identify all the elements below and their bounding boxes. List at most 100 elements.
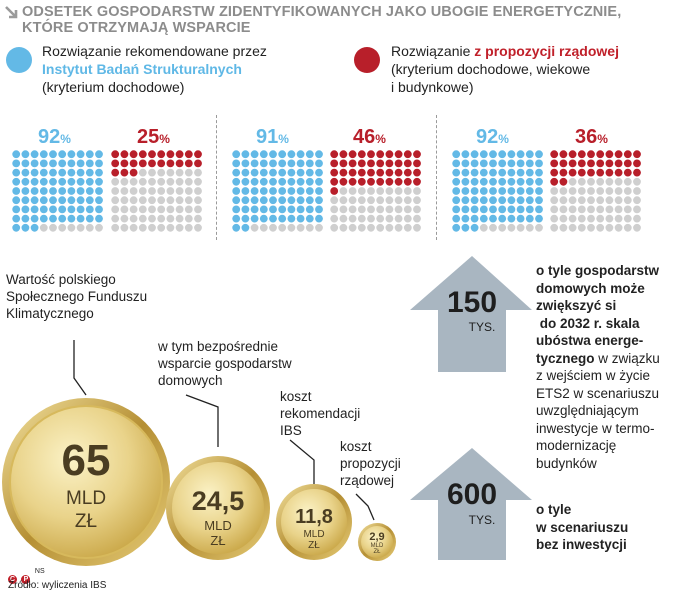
coin-unit-11-8-zl: ZŁ (308, 540, 320, 551)
waffle-dot (232, 177, 241, 186)
waffle-dot (49, 168, 57, 177)
waffle-dot (259, 159, 268, 168)
waffle-dot (148, 159, 156, 168)
waffle-dot (596, 196, 605, 205)
waffle-dot (12, 214, 21, 223)
waffle-dot (385, 168, 394, 177)
waffle-dot (507, 150, 516, 159)
coin-caption-4-line1: koszt (340, 439, 372, 454)
waffle-dot (166, 168, 175, 177)
waffle-dot (315, 214, 323, 223)
waffle-dot (525, 223, 534, 232)
waffle-dot (12, 187, 21, 195)
waffle-dot (148, 150, 156, 159)
waffle-dot (111, 177, 120, 186)
waffle-dot (296, 150, 305, 159)
waffle-dot (67, 205, 76, 214)
waffle-dot (623, 159, 632, 168)
waffle-dot (489, 177, 497, 186)
waffle-dot (157, 168, 166, 177)
chart-title: ODSETEK GOSPODARSTW ZIDENTYFIKOWANYCH JA… (22, 4, 672, 36)
arrow-bullet-icon (5, 6, 18, 19)
waffle-dot (596, 214, 605, 223)
waffle-dot (550, 159, 559, 168)
waffle-dot (111, 205, 120, 214)
waffle-dot (367, 196, 375, 205)
waffle-dot (76, 196, 85, 205)
waffle-dot (12, 168, 21, 177)
waffle-dot (507, 223, 516, 232)
waffle-dot (452, 150, 461, 159)
waffle-dot (157, 187, 166, 195)
waffle-dot (194, 205, 202, 214)
waffle-dot (120, 159, 129, 168)
waffle-dot (559, 150, 568, 159)
waffle-dot (305, 159, 314, 168)
coin-unit-24-5-mld: MLD (204, 518, 232, 533)
waffle-dot (413, 159, 421, 168)
desc1-line6-bold: tycznego (536, 350, 595, 366)
waffle-dot (12, 177, 21, 186)
waffle-dot (403, 168, 412, 177)
waffle-dot (614, 187, 623, 195)
waffle-dot (138, 196, 147, 205)
waffle-grid-1 (12, 150, 103, 232)
waffle-dot (85, 214, 94, 223)
waffle-dot (596, 177, 605, 186)
waffle-dot (470, 177, 479, 186)
waffle-dot (605, 196, 614, 205)
p-circle-icon: P (21, 575, 31, 584)
copyright-icon: C (8, 575, 17, 584)
waffle-dot (250, 223, 259, 232)
waffle-dot (232, 159, 241, 168)
waffle-dot (403, 177, 412, 186)
pct-unit-5: % (498, 132, 509, 146)
waffle-dot (479, 159, 488, 168)
waffle-dot (296, 159, 305, 168)
waffle-dot (507, 214, 516, 223)
waffle-dot (479, 196, 488, 205)
waffle-dot (568, 187, 577, 195)
waffle-dot (596, 205, 605, 214)
waffle-dot (58, 150, 67, 159)
waffle-dot (129, 205, 138, 214)
waffle-dot (568, 177, 577, 186)
waffle-dot (21, 168, 30, 177)
waffle-dot (58, 205, 67, 214)
waffle-dot (148, 196, 156, 205)
waffle-dot (21, 150, 30, 159)
waffle-dot (120, 168, 129, 177)
waffle-dot (357, 168, 366, 177)
waffle-dot (568, 223, 577, 232)
waffle-dot (138, 177, 147, 186)
waffle-dot (413, 177, 421, 186)
waffle-dot (587, 214, 595, 223)
waffle-dot (394, 150, 403, 159)
waffle-dot (305, 205, 314, 214)
waffle-dot (367, 159, 375, 168)
waffle-dot (194, 223, 202, 232)
waffle-dot (516, 205, 525, 214)
waffle-dot (623, 223, 632, 232)
leader-line-3 (289, 439, 315, 484)
waffle-dot (516, 196, 525, 205)
waffle-dot (367, 214, 375, 223)
waffle-dot (241, 168, 250, 177)
waffle-dot (605, 214, 614, 223)
waffle-dot (568, 205, 577, 214)
waffle-dot (330, 196, 339, 205)
waffle-dot (30, 168, 39, 177)
waffle-dot (67, 187, 76, 195)
waffle-dot (623, 177, 632, 186)
waffle-dot (120, 177, 129, 186)
waffle-dot (39, 196, 48, 205)
waffle-dot (21, 159, 30, 168)
waffle-dot (315, 177, 323, 186)
arrow-unit-150: TYS. (468, 320, 496, 334)
waffle-dot (85, 196, 94, 205)
waffle-dot (269, 177, 277, 186)
waffle-dot (232, 187, 241, 195)
waffle-dot (315, 159, 323, 168)
waffle-dot (166, 177, 175, 186)
waffle-dot (296, 187, 305, 195)
